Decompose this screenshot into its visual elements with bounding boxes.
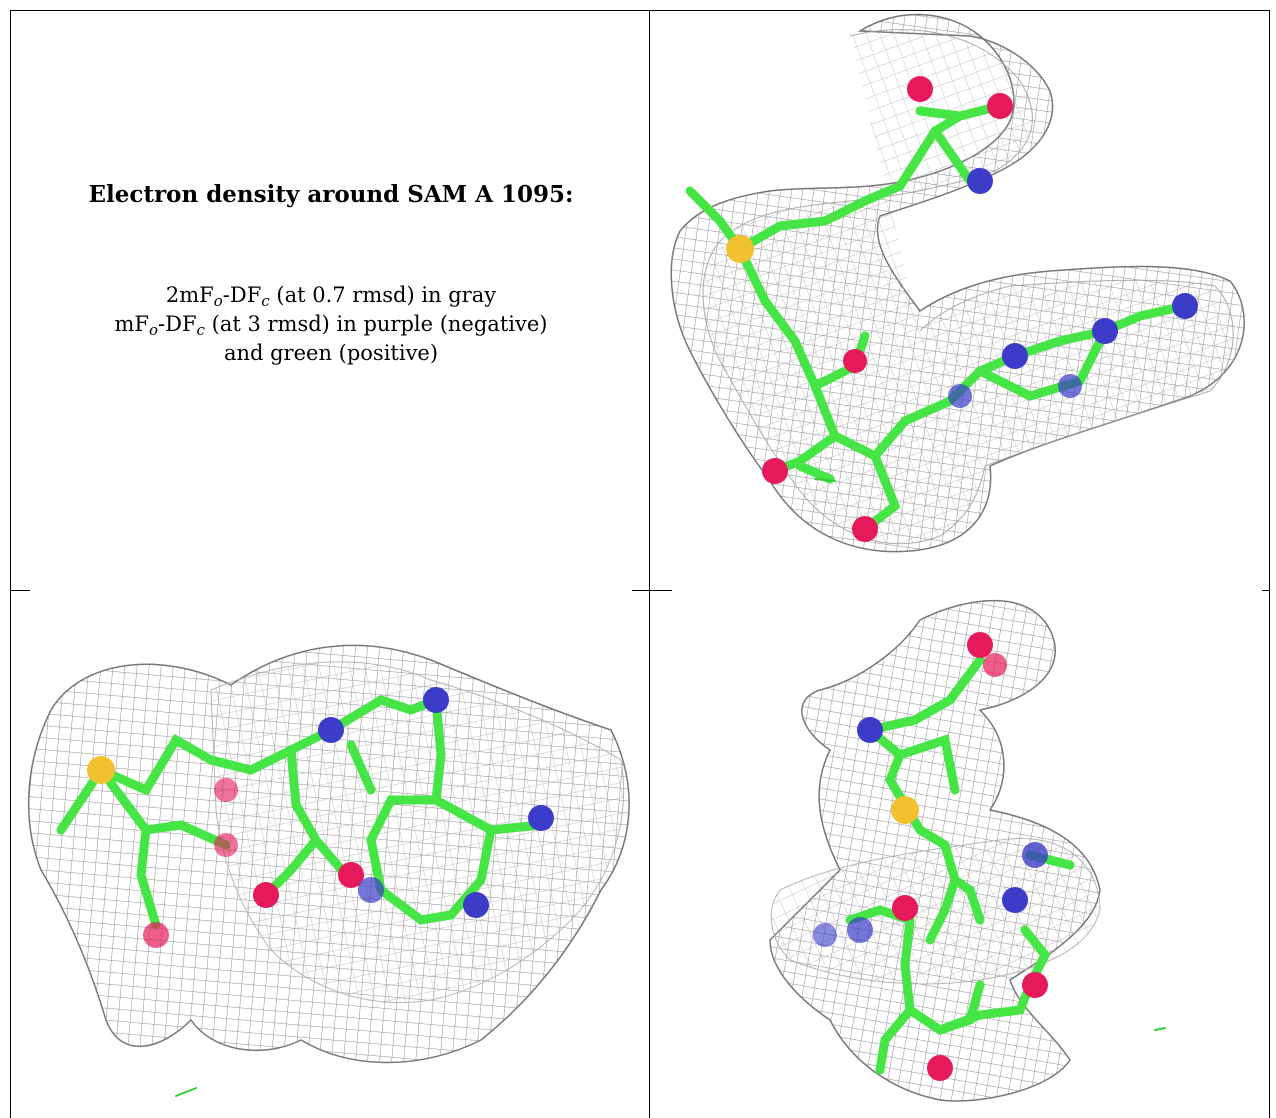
positive-difference-density [175, 1087, 197, 1097]
legend-line-2mfo: 2mFo-DFc (at 0.7 rmsd) in gray [11, 281, 649, 310]
carbon-bonds [56, 695, 546, 930]
bottom-right-view [650, 590, 1270, 1118]
nitrogen-atom [423, 687, 449, 713]
nitrogen-atom [1058, 374, 1082, 398]
oxygen-atom [338, 862, 364, 888]
oxygen-atom [852, 516, 878, 542]
l2-mid: -DF [158, 312, 197, 336]
bottom-left-view [10, 590, 650, 1118]
caption-legend: 2mFo-DFc (at 0.7 rmsd) in gray mFo-DFc (… [11, 281, 649, 368]
l1-sub2: c [261, 292, 270, 310]
sulfur-atom [891, 796, 919, 824]
top-right-view [650, 10, 1270, 590]
oxygen-atom [143, 922, 169, 948]
sulfur-atom [87, 756, 115, 784]
positive-difference-density [814, 478, 836, 482]
sam-molecule [685, 76, 1198, 542]
nitrogen-atom [1002, 887, 1028, 913]
caption-cell: Electron density around SAM A 1095: 2mFo… [10, 10, 650, 590]
nitrogen-atom [948, 384, 972, 408]
oxygen-atom [1022, 972, 1048, 998]
nitrogen-atom [463, 892, 489, 918]
bottom-left-density-image [27, 644, 630, 1097]
atoms [813, 632, 1048, 1081]
nitrogen-atom [528, 805, 554, 831]
nitrogen-atom [967, 168, 993, 194]
l2-sub2: c [196, 321, 205, 339]
l1-pre: 2mF [165, 283, 214, 307]
nitrogen-atom [1002, 343, 1028, 369]
nitrogen-atom [1022, 842, 1048, 868]
oxygen-atom [762, 458, 788, 484]
row-separator-right [1262, 590, 1270, 591]
sam-molecule [813, 632, 1166, 1081]
oxygen-atom [214, 833, 238, 857]
legend-line-3: and green (positive) [223, 341, 439, 365]
bottom-right-density-image [769, 599, 1166, 1102]
oxygen-atom [927, 1055, 953, 1081]
row-separator-mid [632, 590, 672, 591]
nitrogen-atom [318, 717, 344, 743]
l1-sub1: o [213, 292, 223, 310]
legend-line-mfo: mFo-DFc (at 3 rmsd) in purple (negative) [11, 310, 649, 339]
nitrogen-atom [847, 917, 873, 943]
l1-mid: -DF [222, 283, 262, 307]
l2-pre: mF [114, 312, 149, 336]
oxygen-atom [843, 349, 867, 373]
oxygen-atom [253, 882, 279, 908]
nitrogen-atom [358, 877, 384, 903]
l2-sub1: o [149, 321, 159, 339]
density-mesh [769, 599, 1101, 1102]
carbon-bonds [845, 655, 1075, 1075]
nitrogen-atom [857, 717, 883, 743]
oxygen-atom [214, 778, 238, 802]
caption-title: Electron density around SAM A 1095: [88, 181, 574, 208]
oxygen-atom [987, 93, 1013, 119]
top-right-density-image [670, 13, 1245, 553]
sam-molecule [56, 687, 554, 1097]
nitrogen-atom [1092, 318, 1118, 344]
nitrogen-atom [813, 923, 837, 947]
positive-difference-density [1154, 1027, 1166, 1031]
oxygen-atom [967, 632, 993, 658]
l2-post: (at 3 rmsd) in purple (negative) [204, 312, 548, 336]
atoms [726, 76, 1198, 542]
atoms [87, 687, 554, 948]
nitrogen-atom [1172, 293, 1198, 319]
row-separator-left [10, 590, 30, 591]
oxygen-atom [907, 76, 933, 102]
sulfur-atom [726, 235, 754, 263]
oxygen-atom [983, 653, 1007, 677]
oxygen-atom [892, 895, 918, 921]
l1-post: (at 0.7 rmsd) in gray [269, 283, 497, 307]
